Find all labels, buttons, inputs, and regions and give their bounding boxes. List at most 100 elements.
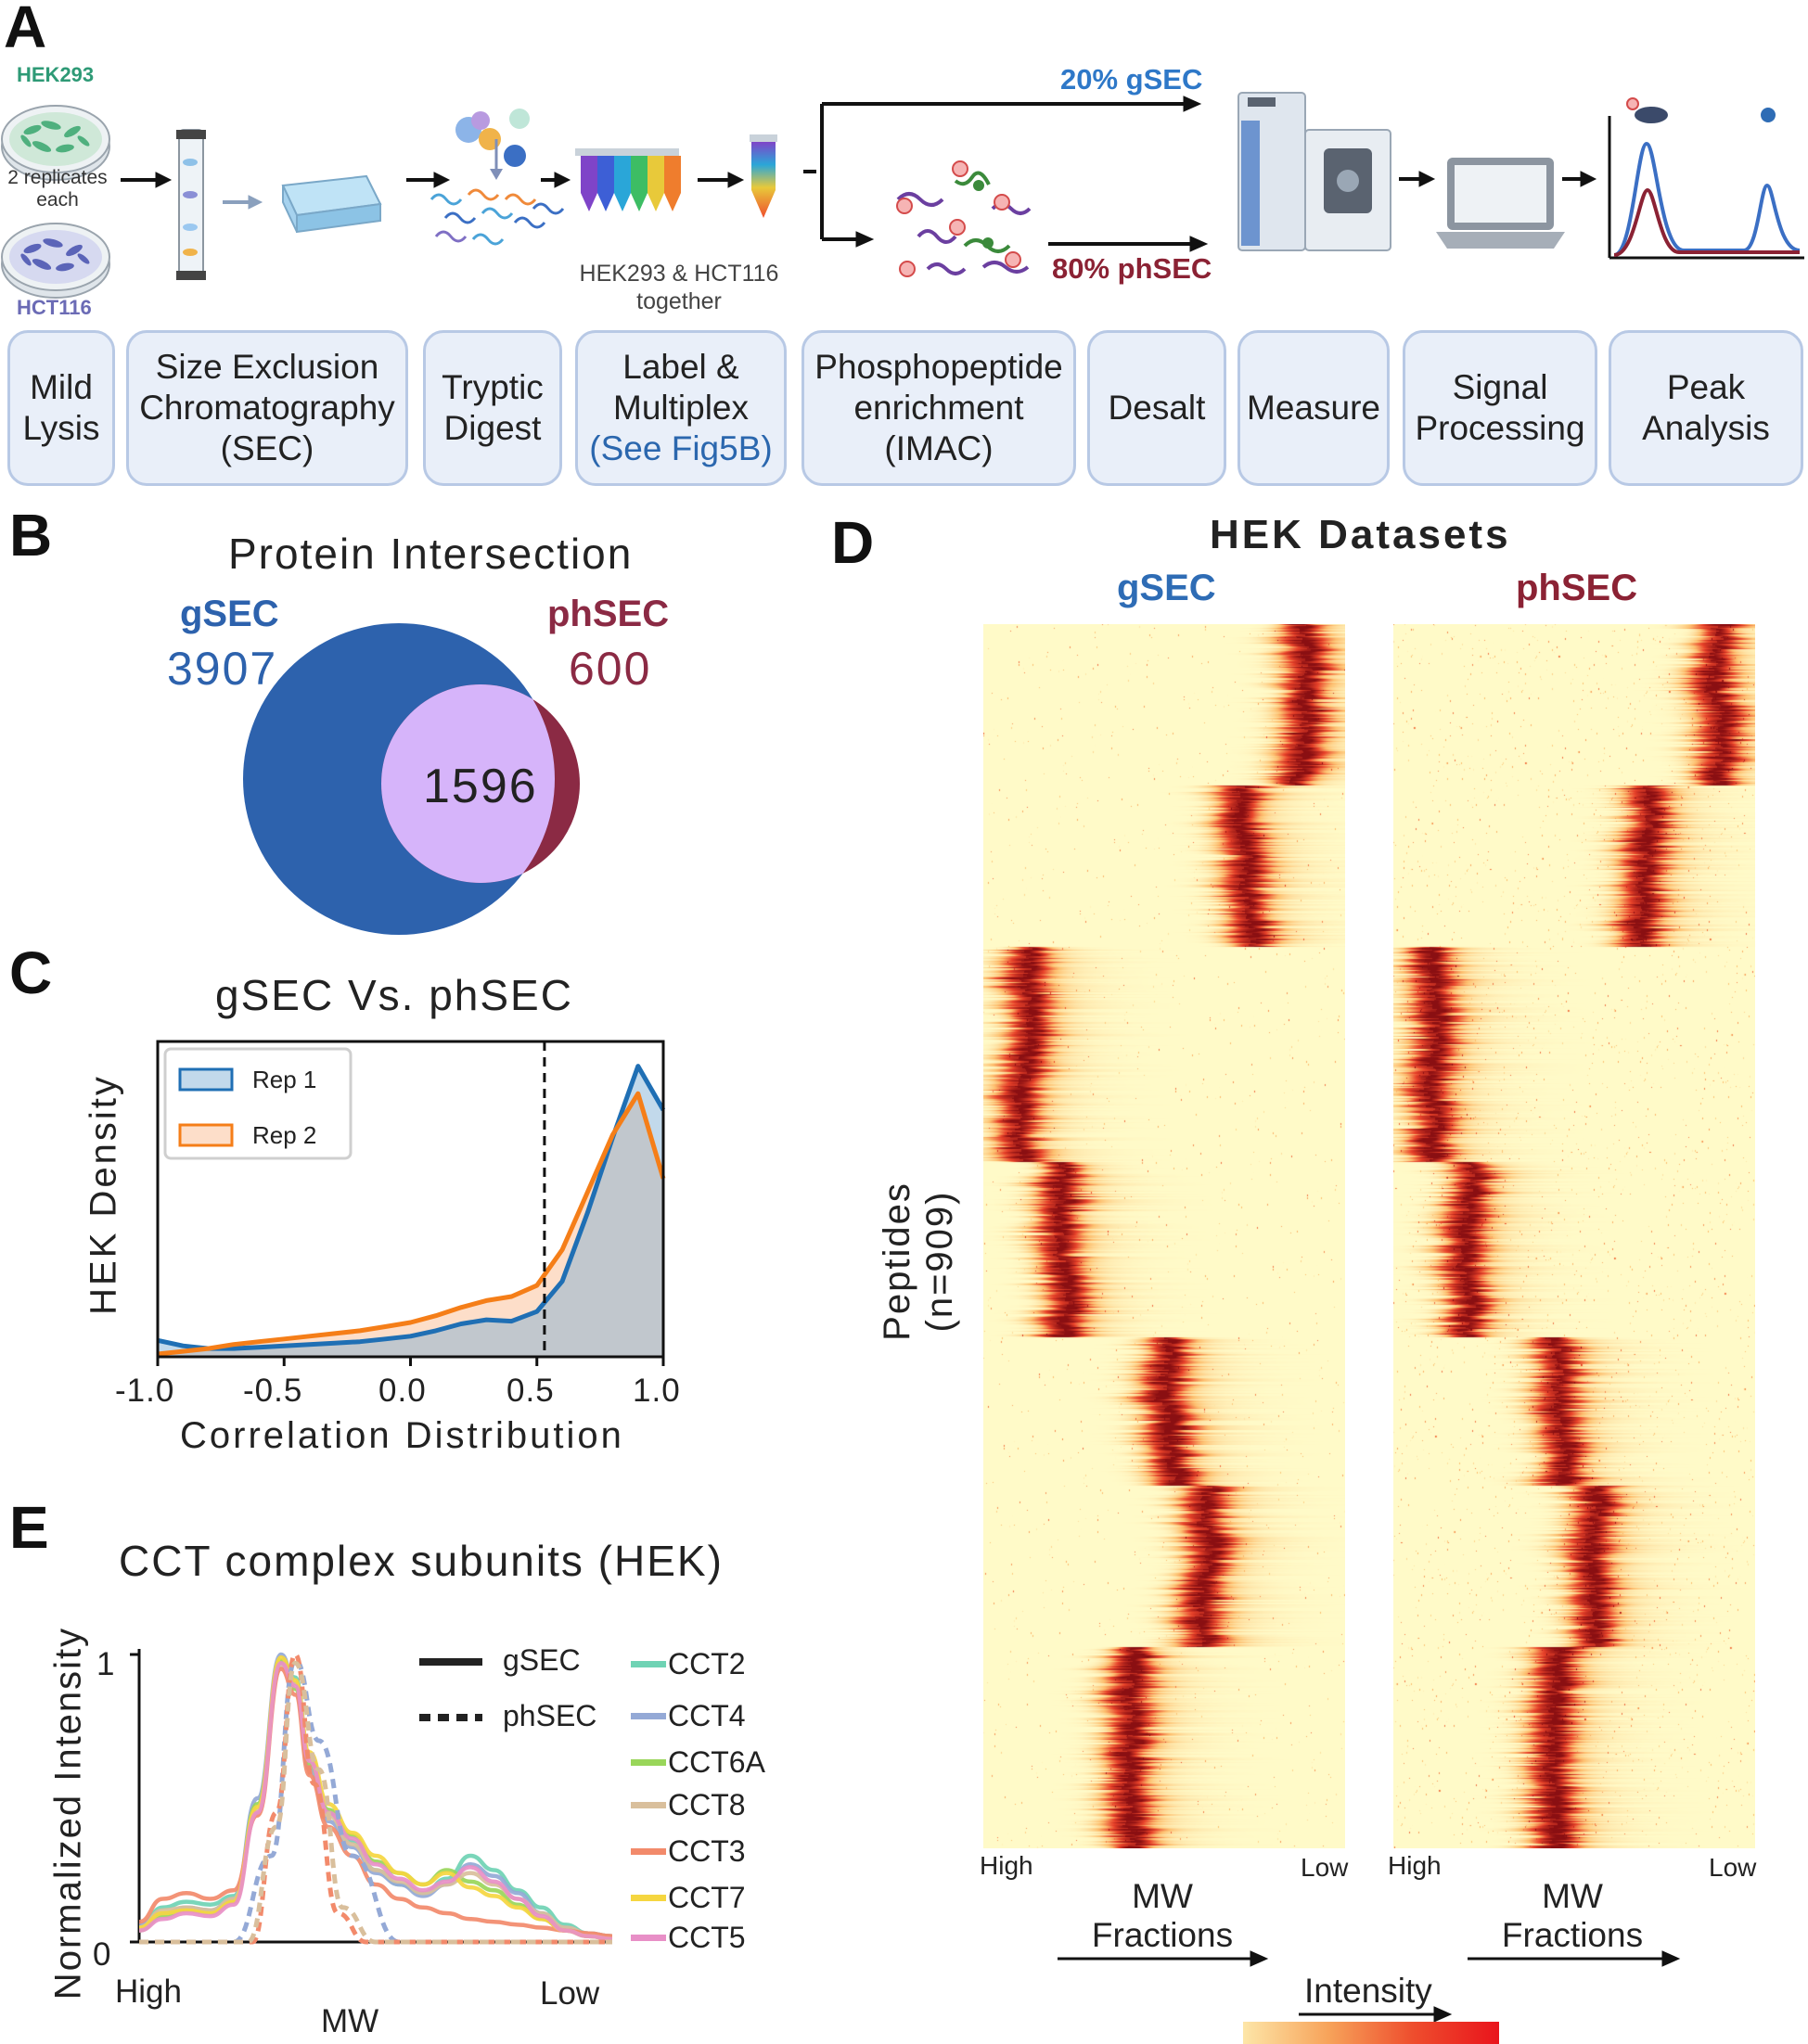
- heatmap-ylabel-line-1: Peptides: [877, 1182, 917, 1341]
- laptop-icon: [1436, 158, 1565, 249]
- cct-line-cct7: [138, 1654, 613, 1942]
- cct-legend-swatch: [631, 1935, 666, 1941]
- cct-xtick-low: Low: [540, 1975, 600, 2012]
- workflow-diagram: [1, 92, 1804, 299]
- xlabel-line-1: MW: [1132, 1877, 1193, 1915]
- panel-a-letter: A: [4, 0, 47, 60]
- step-measure: Measure: [1237, 330, 1390, 486]
- density-xtick: 1.0: [633, 1373, 681, 1409]
- panel-c-letter: C: [9, 939, 53, 1006]
- cct-legend-item-cct8: CCT8: [631, 1788, 746, 1822]
- sec-column-icon: [176, 129, 206, 280]
- panel-b-letter: B: [9, 502, 53, 568]
- legend-label: Rep 1: [252, 1066, 316, 1093]
- arrow-icon: [406, 172, 451, 188]
- cct-legend-label: CCT7: [668, 1881, 746, 1914]
- heatmap-phsec-xlabel: MW Fractions: [1466, 1877, 1679, 1955]
- venn-overlap: [381, 684, 555, 883]
- cct-xlabel: MW: [321, 2003, 379, 2039]
- tmt-tubes-icon: [575, 148, 681, 211]
- step-sec: Size Exclusion Chromatography (SEC): [126, 330, 408, 486]
- step-line: Tryptic: [442, 368, 544, 406]
- step-tryptic-digest: Tryptic Digest: [423, 330, 562, 486]
- legend-label: Rep 2: [252, 1121, 316, 1149]
- step-peak-analysis: Peak Analysis: [1609, 330, 1803, 486]
- arrow-icon: [541, 172, 571, 188]
- hek293-label: HEK293: [17, 63, 95, 86]
- legend-frame: [163, 1047, 353, 1160]
- step-line: Measure: [1247, 389, 1380, 427]
- replicates-note-line-2: each: [36, 189, 79, 211]
- protein-digest-icon: [430, 109, 565, 246]
- mass-spectrometer-icon: [1237, 92, 1391, 251]
- colorbar-arrow: [1299, 2006, 1453, 2023]
- heatmap-x-arrows: [1058, 1950, 1681, 1967]
- hct116-dish-icon: [1, 223, 110, 299]
- legend-swatch: [178, 1123, 234, 1147]
- heatmap-gsec-xlabel: MW Fractions: [1056, 1877, 1269, 1955]
- xlabel-line-1: MW: [1542, 1877, 1603, 1915]
- venn-phsec-label: phSEC: [547, 594, 670, 634]
- cct-ytick: 1: [96, 1646, 116, 1682]
- heatmap-gsec-xtick-low: Low: [1301, 1853, 1349, 1882]
- step-line: Analysis: [1642, 409, 1770, 447]
- arrow-icon: [1399, 171, 1436, 187]
- split-phsec-label: 80% phSEC: [1052, 252, 1212, 285]
- arrow-icon: [1562, 171, 1597, 187]
- cct-legend-swatch: [631, 1713, 666, 1719]
- panel-e-letter: E: [9, 1494, 49, 1561]
- mixed-tube-icon: [750, 134, 777, 218]
- cct-ytick: 0: [93, 1936, 112, 1973]
- density-xlabel: Correlation Distribution: [180, 1415, 624, 1456]
- cct-line-cct3: [138, 1667, 613, 1939]
- density-line-rep-2: [157, 1091, 666, 1357]
- step-line: Multiplex: [613, 389, 749, 427]
- step-line: Label &: [622, 348, 739, 386]
- heatmap-phsec-title: phSEC: [1516, 568, 1638, 608]
- style-legend-lines: [419, 1658, 482, 1721]
- step-line: Desalt: [1108, 389, 1206, 427]
- venn-gsec-count: 3907: [167, 643, 278, 695]
- cct-legend-label: CCT8: [668, 1788, 746, 1821]
- cct-legend-item-cct4: CCT4: [631, 1699, 746, 1733]
- cct-legend-label: CCT6A: [668, 1745, 765, 1779]
- cct-legend-item-cct2: CCT2: [631, 1647, 746, 1681]
- phosphopeptide-icon: [896, 160, 1032, 277]
- step-desalt: Desalt: [1087, 330, 1226, 486]
- venn-title: Protein Intersection: [228, 530, 634, 578]
- cct-legend-item-cct5: CCT5: [631, 1921, 746, 1955]
- venn-gsec-label: gSEC: [180, 594, 279, 634]
- peak-chart-icon: [1608, 97, 1804, 260]
- cct-legend-item-cct3: CCT3: [631, 1834, 746, 1869]
- cct-legend-swatch: [631, 1895, 666, 1901]
- hct116-label: HCT116: [17, 296, 92, 319]
- cct-legend-label: CCT2: [668, 1647, 746, 1680]
- cct-legend-swatch: [631, 1759, 666, 1766]
- cct-line-cct5: [138, 1661, 613, 1942]
- density-chart: Rep 1 Rep 2: [156, 1040, 666, 1366]
- cct-dashed-cct3: [139, 1652, 612, 1945]
- step-line: (SEC): [220, 429, 314, 467]
- multiplex-note-line-2: together: [636, 288, 722, 314]
- step-label-multiplex: Label & Multiplex (See Fig5B): [575, 330, 787, 486]
- fig5b-link[interactable]: (See Fig5B): [589, 429, 773, 467]
- step-phosphopeptide-enrichment: Phosphopeptide enrichment (IMAC): [801, 330, 1076, 486]
- venn-diagram: [243, 623, 580, 935]
- cct-legend-item-cct7: CCT7: [631, 1881, 746, 1915]
- heatmap-phsec: [1393, 624, 1755, 1848]
- heatmap-ylabel: Peptides (n=909): [876, 1182, 961, 1341]
- step-line: (IMAC): [884, 429, 994, 467]
- cct-legend-label: CCT5: [668, 1921, 746, 1954]
- cct-legend-swatch: [631, 1661, 666, 1667]
- colorbar-label: Intensity: [1304, 1972, 1432, 2010]
- arrow-icon: [121, 172, 173, 188]
- cct-legend-swatch: [631, 1848, 666, 1855]
- multiplex-note-line-1: HEK293 & HCT116: [579, 261, 779, 287]
- density-area-rep-1: [158, 1066, 663, 1357]
- cct-title: CCT complex subunits (HEK): [119, 1537, 724, 1585]
- cct-chart: [130, 1649, 613, 1945]
- heatmap-phsec-xtick-low: Low: [1709, 1853, 1757, 1882]
- colorbar: [1243, 2022, 1499, 2044]
- heatmap-phsec-xtick-high: High: [1388, 1851, 1442, 1880]
- replicates-note: 2 replicates each: [0, 167, 115, 211]
